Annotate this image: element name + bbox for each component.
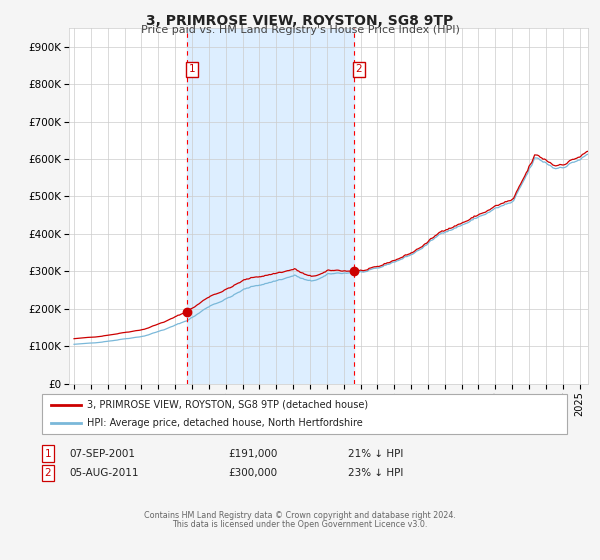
Text: 3, PRIMROSE VIEW, ROYSTON, SG8 9TP: 3, PRIMROSE VIEW, ROYSTON, SG8 9TP xyxy=(146,14,454,28)
Text: 1: 1 xyxy=(188,64,195,74)
Text: £300,000: £300,000 xyxy=(228,468,277,478)
Text: Price paid vs. HM Land Registry's House Price Index (HPI): Price paid vs. HM Land Registry's House … xyxy=(140,25,460,35)
Text: 07-SEP-2001: 07-SEP-2001 xyxy=(69,449,135,459)
Text: Contains HM Land Registry data © Crown copyright and database right 2024.: Contains HM Land Registry data © Crown c… xyxy=(144,511,456,520)
Text: 05-AUG-2011: 05-AUG-2011 xyxy=(69,468,139,478)
Text: £191,000: £191,000 xyxy=(228,449,277,459)
Text: 2: 2 xyxy=(44,468,52,478)
Text: 2: 2 xyxy=(355,64,362,74)
Text: 23% ↓ HPI: 23% ↓ HPI xyxy=(348,468,403,478)
Bar xyxy=(187,28,353,384)
Text: This data is licensed under the Open Government Licence v3.0.: This data is licensed under the Open Gov… xyxy=(172,520,428,529)
Text: 3, PRIMROSE VIEW, ROYSTON, SG8 9TP (detached house): 3, PRIMROSE VIEW, ROYSTON, SG8 9TP (deta… xyxy=(87,400,368,410)
Text: 1: 1 xyxy=(44,449,52,459)
Text: HPI: Average price, detached house, North Hertfordshire: HPI: Average price, detached house, Nort… xyxy=(87,418,363,428)
Text: 21% ↓ HPI: 21% ↓ HPI xyxy=(348,449,403,459)
